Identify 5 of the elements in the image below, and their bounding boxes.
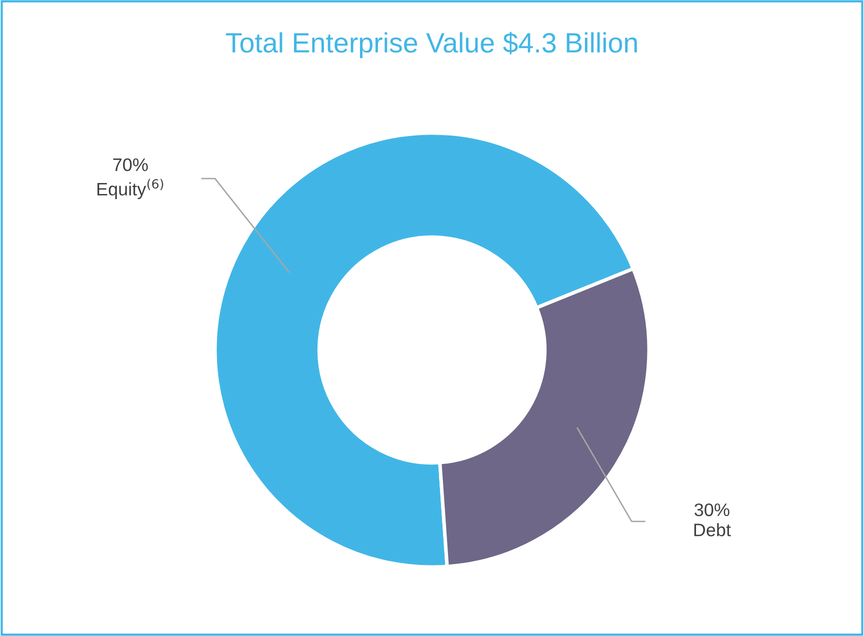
slice-label: Debt bbox=[694, 523, 731, 536]
slice-label: Equity$^{(6)}$ bbox=[97, 178, 164, 200]
chart-title: Total Enterprise Value $4.3 Billion bbox=[226, 32, 637, 58]
data-label: 70% bbox=[113, 158, 148, 172]
data-label: 30% bbox=[694, 503, 730, 516]
